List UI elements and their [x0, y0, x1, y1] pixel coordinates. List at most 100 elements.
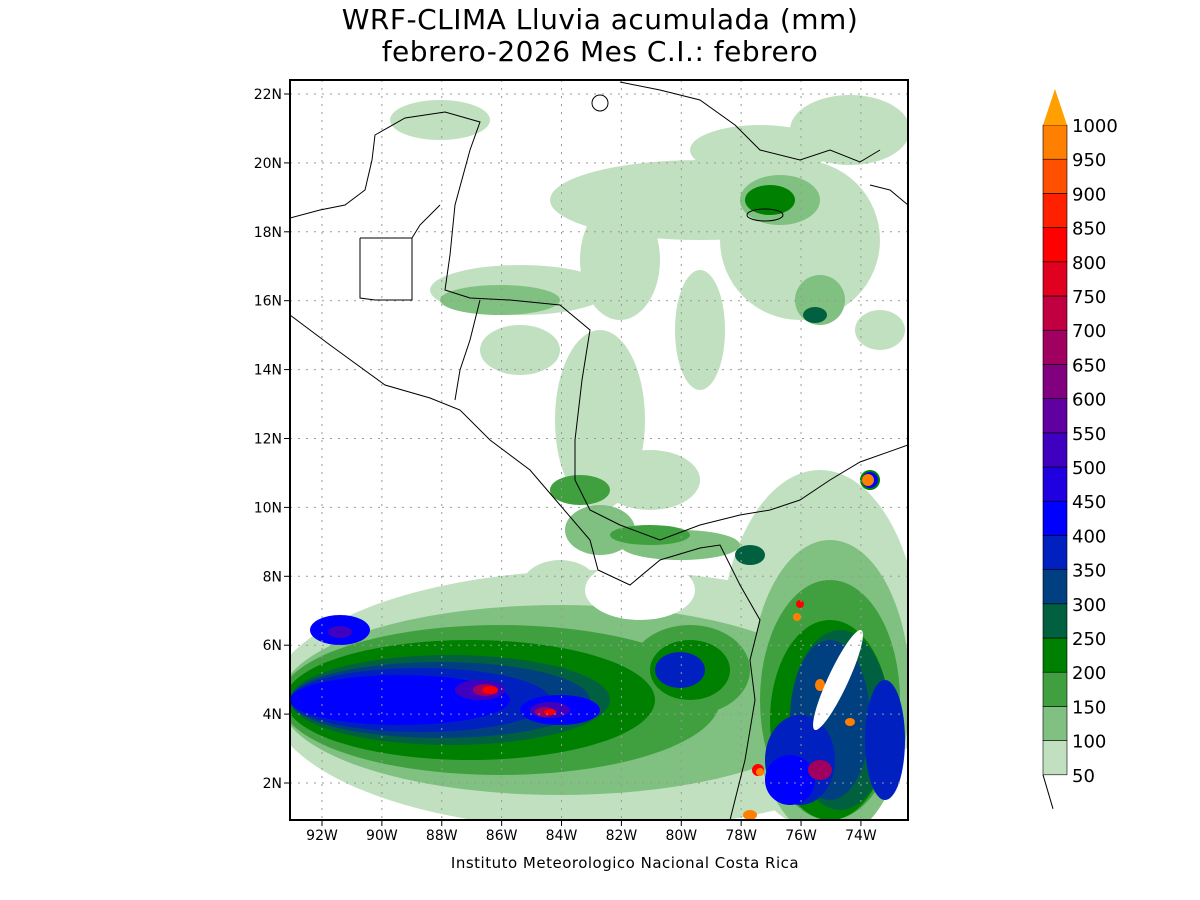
- colorbar-label: 650: [1072, 355, 1106, 376]
- dry-area: [585, 560, 695, 620]
- lat-label: 10N: [254, 500, 282, 516]
- lat-label: 18N: [254, 225, 282, 241]
- lon-label: 84W: [546, 828, 578, 844]
- rainfall-contour: [765, 755, 815, 805]
- rainfall-contour: [808, 760, 832, 780]
- colorbar-label: 850: [1072, 219, 1106, 240]
- map-subtitle: febrero-2026 Mes C.I.: febrero: [381, 35, 819, 68]
- colorbar-swatch: [1042, 432, 1068, 468]
- rainfall-contour: [735, 545, 765, 565]
- map-title: WRF-CLIMA Lluvia acumulada (mm): [341, 3, 859, 36]
- rainfall-contour: [600, 450, 700, 510]
- rainfall-contour: [865, 680, 905, 800]
- rainfall-contour: [756, 768, 764, 776]
- lat-label: 12N: [254, 432, 282, 448]
- lat-label: 6N: [263, 638, 282, 654]
- rainfall-contour: [855, 310, 905, 350]
- colorbar-label: 250: [1072, 629, 1106, 650]
- colorbar-label: 600: [1072, 390, 1106, 411]
- coastline-jamaica: [746, 208, 784, 222]
- rainfall-contour: [743, 810, 757, 820]
- lat-label: 8N: [263, 569, 282, 585]
- colorbar-label: 150: [1072, 697, 1106, 718]
- rainfall-contour: [390, 100, 490, 140]
- rainfall-contour: [565, 505, 635, 555]
- lon-label: 92W: [306, 828, 338, 844]
- rainfall-contour: [803, 307, 827, 323]
- rainfall-contour: [815, 679, 825, 691]
- colorbar-label: 800: [1072, 253, 1106, 274]
- rainfall-contour: [745, 185, 795, 215]
- colorbar-swatch: [1042, 706, 1068, 741]
- colorbar-swatch: [1042, 535, 1068, 570]
- colorbar-label: 950: [1072, 150, 1106, 171]
- colorbar-swatch: [1042, 740, 1068, 776]
- colorbar-swatch: [1042, 261, 1068, 297]
- coastline: [359, 237, 413, 301]
- lat-label: 14N: [254, 363, 282, 379]
- latitude-labels: 22N 20N 18N 16N 14N 12N 10N 8N 6N 4N 2N: [254, 87, 290, 792]
- lat-label: 22N: [254, 87, 282, 103]
- colorbar-label: 100: [1072, 732, 1106, 753]
- rainfall-contour: [480, 325, 560, 375]
- colorbar-label: 200: [1072, 663, 1106, 684]
- colorbar-swatch: [1042, 124, 1068, 160]
- lon-label: 86W: [486, 828, 518, 844]
- coastline: [290, 111, 908, 541]
- colorbar-swatch: [1042, 466, 1068, 502]
- rainfall-contour: [675, 270, 725, 390]
- rainfall-contour: [862, 474, 874, 486]
- colorbar-label: 900: [1072, 184, 1106, 205]
- coastlines: [290, 81, 908, 820]
- colorbar-swatch: [1042, 329, 1068, 365]
- colorbar-label: 750: [1072, 287, 1106, 308]
- lon-label: 78W: [725, 828, 757, 844]
- colorbar-swatch: [1042, 193, 1068, 228]
- colorbar: 50 100 150 200 250 300 350 400 450 500 550 600 650 70…: [1042, 89, 1118, 809]
- lat-label: 20N: [254, 156, 282, 172]
- credit-text: Instituto Meteorologico Nacional Costa R…: [450, 854, 800, 872]
- rainfall-contour: [793, 613, 801, 621]
- lon-label: 88W: [426, 828, 458, 844]
- rainfall-contour: [482, 686, 498, 694]
- rainfall-contour: [655, 652, 705, 688]
- dry-area: [813, 629, 863, 731]
- colorbar-swatch: [1042, 158, 1068, 194]
- colorbar-label: 1000: [1072, 116, 1118, 137]
- colorbar-swatch: [1042, 671, 1068, 707]
- rainfall-contour: [610, 525, 690, 545]
- colorbar-swatch: [1042, 295, 1068, 331]
- colorbar-label: 450: [1072, 492, 1106, 513]
- colorbar-swatch: [1042, 398, 1068, 434]
- lon-label: 90W: [366, 828, 398, 844]
- grid-lines: [290, 80, 908, 820]
- coastline: [290, 314, 761, 820]
- lon-label: 82W: [606, 828, 638, 844]
- colorbar-swatch: [1042, 569, 1068, 605]
- lat-label: 2N: [263, 776, 282, 792]
- coastline: [869, 184, 908, 206]
- lon-label: 80W: [665, 828, 697, 844]
- colorbar-label: 500: [1072, 458, 1106, 479]
- colorbar-under-arrow: [1042, 774, 1054, 809]
- lon-label: 74W: [845, 828, 877, 844]
- colorbar-swatch: [1042, 637, 1068, 673]
- colorbar-swatch: [1042, 227, 1068, 263]
- coastline: [411, 204, 441, 239]
- rainfall-contour: [520, 560, 600, 620]
- rainfall-contour: [290, 675, 510, 725]
- lon-label: 76W: [785, 828, 817, 844]
- lat-label: 16N: [254, 294, 282, 310]
- rainfall-contour: [328, 626, 352, 638]
- rainfall-field: [290, 95, 908, 820]
- colorbar-label: 300: [1072, 595, 1106, 616]
- colorbar-swatch: [1042, 500, 1068, 536]
- rainfall-contour: [845, 718, 855, 726]
- colorbar-label: 550: [1072, 424, 1106, 445]
- colorbar-label: 50: [1072, 766, 1095, 787]
- longitude-labels: 92W 90W 88W 86W 84W 82W 80W 78W 76W 74W: [306, 820, 877, 844]
- colorbar-label: 400: [1072, 526, 1106, 547]
- rainfall-contour: [544, 709, 556, 715]
- colorbar-label: 700: [1072, 321, 1106, 342]
